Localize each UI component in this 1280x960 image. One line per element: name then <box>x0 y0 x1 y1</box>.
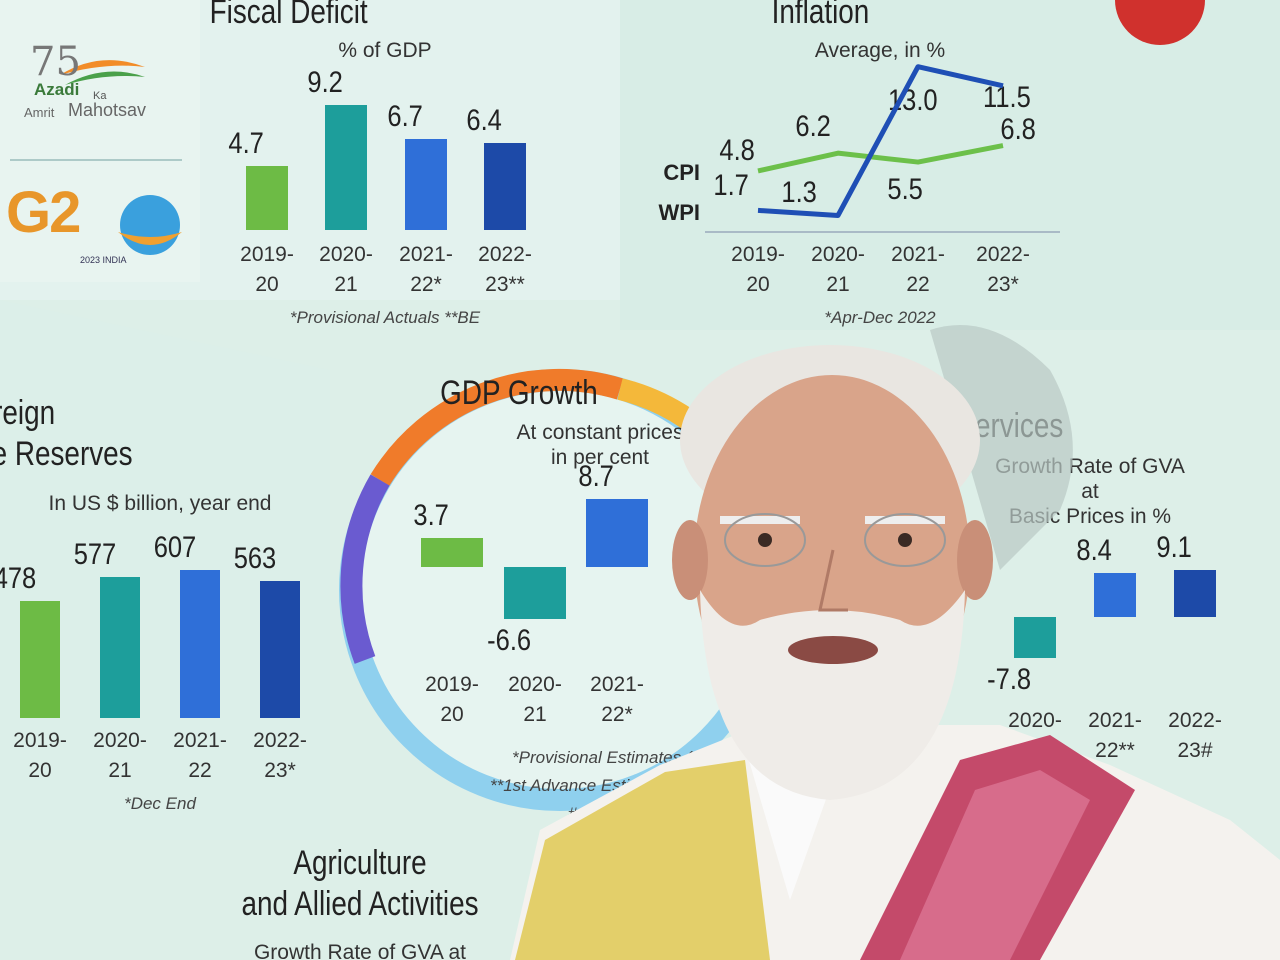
bar <box>260 580 300 718</box>
g20-lotus <box>118 232 182 245</box>
series-line <box>757 64 1004 218</box>
x-tick-label: 2022-23* <box>253 729 307 783</box>
value-label: 4.7 <box>228 127 264 161</box>
legend-label: WPI <box>658 200 700 225</box>
value-label: 6.4 <box>466 103 502 137</box>
value-label: 5.5 <box>887 173 923 207</box>
bar <box>100 577 140 718</box>
chart-title: Fiscal Deficit <box>209 0 368 31</box>
ring-arc <box>370 368 624 486</box>
glasses <box>864 513 946 567</box>
legend-label: CPI <box>663 160 700 185</box>
shadow <box>930 325 1073 570</box>
shawl-pattern <box>900 770 1090 960</box>
value-label: 6.7 <box>387 99 423 133</box>
chart-title: Inflation <box>771 0 870 31</box>
x-tick-label: 2022-23* <box>976 243 1030 297</box>
bar <box>20 601 60 718</box>
value-label: 4.8 <box>719 133 755 167</box>
value-label: 6.8 <box>1000 112 1036 146</box>
chart-subtitle: % of GDP <box>338 39 432 62</box>
badge <box>1115 0 1205 45</box>
bar <box>1014 617 1056 658</box>
ring-arc <box>340 474 390 664</box>
x-tick-label: 2020-21 <box>508 673 562 727</box>
logo-text: Ka <box>93 90 107 102</box>
flag-stroke <box>65 71 145 85</box>
logo-text: Amrit <box>24 105 55 120</box>
footnote: *Apr-Dec 2022 <box>824 308 936 327</box>
value-label: 1.3 <box>781 176 817 210</box>
x-tick-label: 2021-22 <box>891 243 945 297</box>
value-label: 11.5 <box>983 80 1031 114</box>
chart-subtitle: In US $ billion, year end <box>48 492 272 515</box>
chart-title: Foreign Exchange Reserves <box>0 394 133 473</box>
mouth <box>788 636 878 664</box>
bar <box>405 138 447 230</box>
series-line <box>757 143 1004 174</box>
value-label: 607 <box>153 530 197 564</box>
value-label: -7.8 <box>987 662 1032 696</box>
ear <box>957 520 993 600</box>
bar <box>421 537 483 567</box>
ear <box>672 520 708 600</box>
value-label: 9.1 <box>1156 530 1192 564</box>
value-label: 563 <box>233 541 277 575</box>
bar <box>180 569 220 718</box>
nose <box>818 549 848 612</box>
chart-subtitle: At constant prices in per cent <box>516 421 684 470</box>
x-tick-label: 2021-22* <box>399 243 453 297</box>
value-label: 9.2 <box>307 65 343 99</box>
x-tick-label: 2021-22* <box>590 673 644 727</box>
panel-title: Agriculture and Allied Activities <box>241 844 479 923</box>
x-tick-label: 2019-20 <box>240 243 294 297</box>
footnote: *Dec End <box>124 794 196 813</box>
value-label: 8.4 <box>1076 534 1112 568</box>
logo-text: Azadi <box>34 80 80 99</box>
logo-sub: 2023 INDIA <box>80 255 127 265</box>
value-label: -6.6 <box>487 623 532 657</box>
bar <box>246 166 288 230</box>
bar <box>1174 569 1216 617</box>
footnote: *Provisional Actuals **BE <box>289 308 481 327</box>
x-tick-label: 2020-21 <box>319 243 373 297</box>
x-tick-label: 2021-22** <box>1088 709 1142 763</box>
logo-text: Mahotsav <box>68 100 147 120</box>
value-label: 478 <box>0 562 37 596</box>
panel-subtitle: Growth Rate of GVA at <box>253 941 467 960</box>
x-tick-label: 2019-20 <box>731 243 785 297</box>
value-label: 3.7 <box>413 498 449 532</box>
logo-g20: G2 <box>6 180 81 245</box>
eye <box>758 533 772 547</box>
chart-title: GDP Growth <box>440 374 598 412</box>
beard <box>700 590 965 800</box>
panel <box>0 300 330 840</box>
logo-number: 75 <box>30 39 81 85</box>
x-tick-label: 2019-20 <box>425 673 479 727</box>
vest <box>515 760 770 960</box>
panel <box>620 0 1280 330</box>
bar <box>1094 573 1136 617</box>
x-tick-label: 2022-23** <box>478 243 532 297</box>
x-tick-label: 2022-23# <box>1168 709 1222 763</box>
flag-stroke <box>60 60 145 75</box>
x-tick-label: 2020-21 <box>811 243 865 297</box>
glasses <box>724 513 806 567</box>
value-label: 8.7 <box>578 459 614 493</box>
x-tick-label: 2019-20 <box>13 729 67 783</box>
value-label: 577 <box>73 538 117 572</box>
value-label: 6.2 <box>795 110 831 144</box>
bar <box>484 142 526 230</box>
bar <box>504 567 566 619</box>
bar <box>586 498 648 567</box>
x-tick-label: 2021-22 <box>173 729 227 783</box>
bar <box>325 104 367 230</box>
chart-subtitle: Average, in % <box>814 39 946 62</box>
value-label: 1.7 <box>713 169 749 203</box>
x-tick-label: 2020-21 <box>93 729 147 783</box>
eye <box>898 533 912 547</box>
